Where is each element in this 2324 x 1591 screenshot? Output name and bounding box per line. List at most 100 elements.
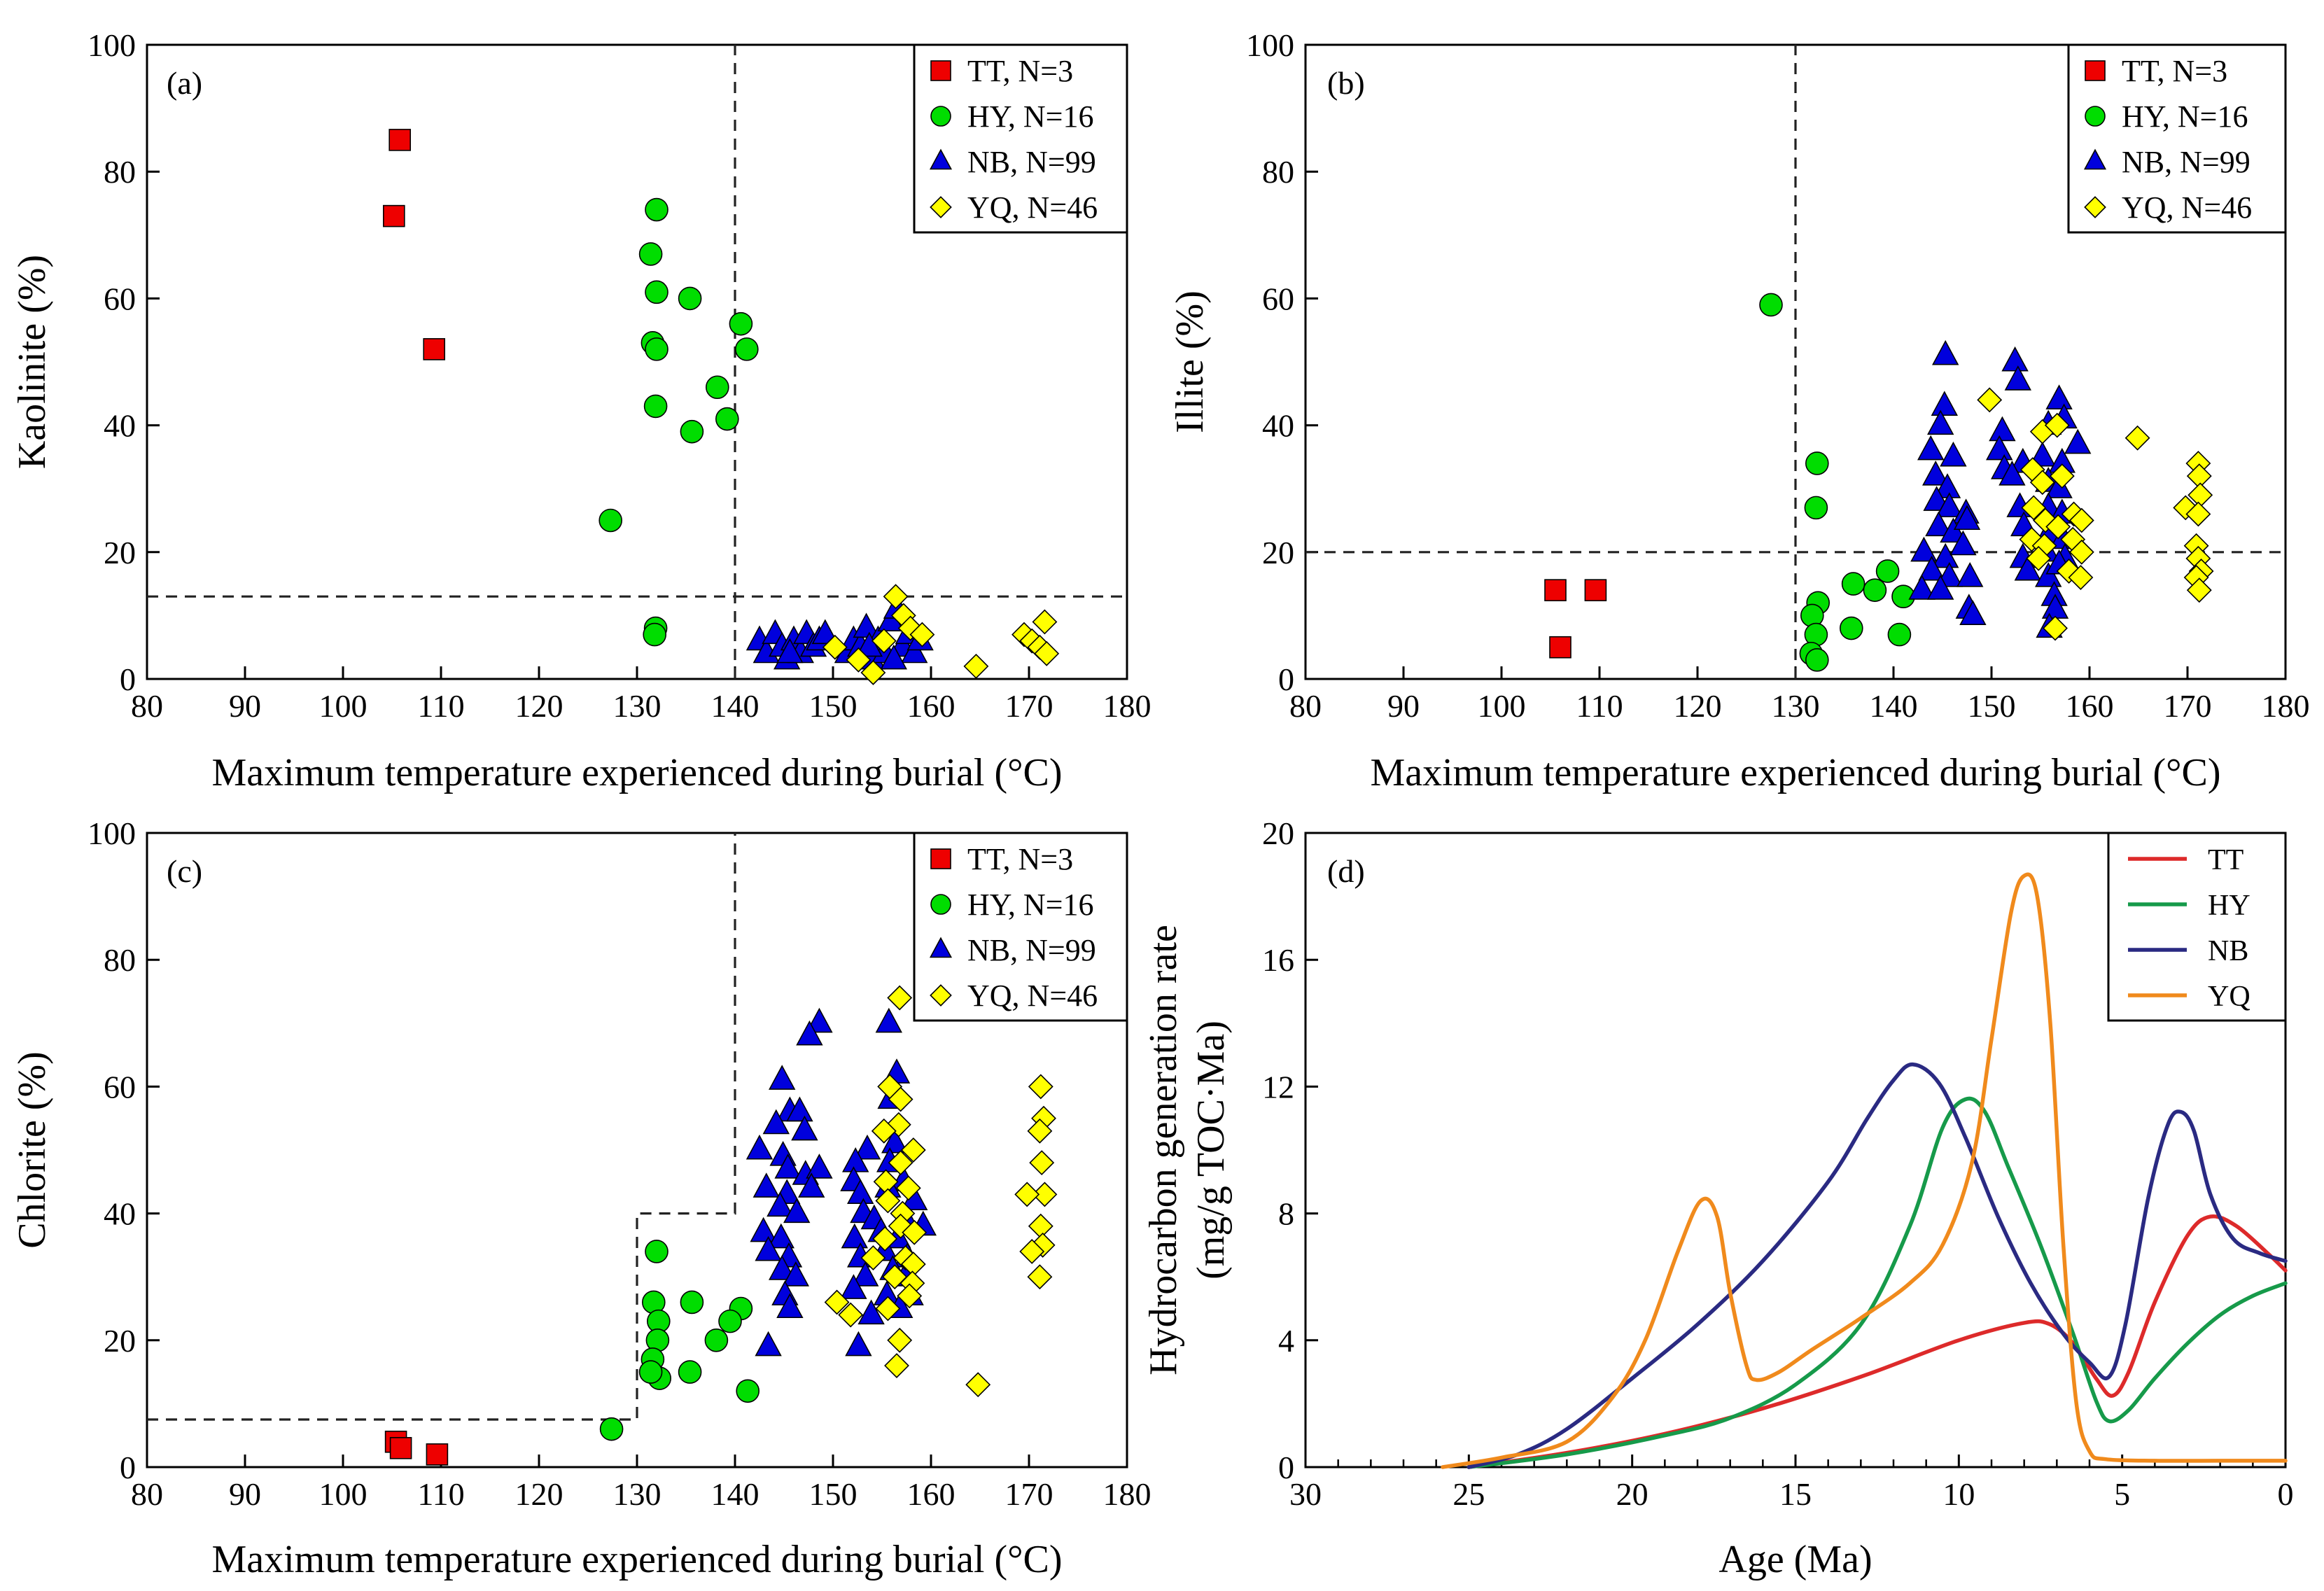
- point-hy: [599, 1417, 624, 1441]
- x-tick-label: 180: [2262, 688, 2310, 724]
- legend-label-nb: NB, N=99: [2122, 145, 2250, 179]
- point-nb: [875, 1007, 902, 1033]
- point-yq: [2021, 495, 2047, 521]
- point-nb: [2064, 428, 2092, 454]
- y-tick-label: 8: [1278, 1196, 1294, 1232]
- legend-label-nb: NB, N=99: [967, 145, 1096, 179]
- axis-ticks: 80 90 100 110 120 130 140 150 160 170 180 0 20 40 60 80…: [1246, 27, 2310, 724]
- point-nb: [847, 1179, 874, 1204]
- reference-lines: [1306, 45, 2286, 679]
- point-nb: [1959, 600, 1987, 625]
- point-yq: [2026, 545, 2052, 571]
- x-tick-label: 15: [1779, 1476, 1812, 1512]
- y-axis-label: Kaolinite (%): [10, 255, 54, 469]
- point-nb: [1917, 435, 1945, 461]
- point-yq: [1019, 1239, 1045, 1264]
- point-nb: [1910, 536, 1938, 562]
- point-hy: [598, 508, 623, 533]
- point-yq: [909, 622, 935, 647]
- x-tick-label: 150: [809, 688, 858, 724]
- y-tick-label: 20: [1262, 535, 1294, 570]
- y-tick-label: 20: [104, 1323, 136, 1359]
- y-tick-label: 80: [104, 942, 136, 978]
- point-hy: [643, 622, 667, 647]
- point-nb: [1953, 505, 1981, 531]
- x-tick-label: 100: [1478, 688, 1526, 724]
- legend-label-hy: HY, N=16: [967, 888, 1093, 922]
- point-nb: [791, 1115, 818, 1141]
- point-hy: [718, 1309, 742, 1333]
- point-tt: [1544, 579, 1567, 601]
- point-yq: [897, 1283, 923, 1309]
- legend-label-yq: YQ, N=46: [967, 979, 1098, 1013]
- x-tick-label: 140: [711, 1476, 760, 1512]
- point-yq: [1027, 1264, 1053, 1290]
- point-nb: [798, 1172, 825, 1198]
- legend-marker-hy: [930, 894, 951, 915]
- point-yq: [2043, 615, 2068, 641]
- point-yq: [871, 1118, 897, 1144]
- point-hy: [1805, 648, 1829, 672]
- legend-label-tt: TT, N=3: [967, 54, 1073, 88]
- legend-label-yq: YQ, N=46: [967, 190, 1098, 225]
- point-hy: [643, 394, 668, 419]
- point-yq: [860, 660, 886, 685]
- point-yq: [883, 584, 909, 610]
- x-tick-label: 130: [1772, 688, 1820, 724]
- point-yq: [2044, 412, 2070, 438]
- legend-label-hy: HY, N=16: [2122, 99, 2248, 134]
- point-yq: [1032, 1182, 1058, 1207]
- x-tick-label: 180: [1103, 688, 1152, 724]
- legend-marker-nb: [929, 937, 953, 958]
- point-nb: [783, 1198, 811, 1224]
- point-hy: [1840, 616, 1863, 640]
- point-nb: [858, 1299, 885, 1325]
- legend-label-hy: HY: [2208, 890, 2250, 922]
- point-nb: [2045, 473, 2073, 498]
- point-hy: [1805, 451, 1829, 475]
- legend-label-nb: NB: [2208, 935, 2248, 967]
- point-hy: [1887, 622, 1912, 647]
- y-axis-label: Chlorite (%): [10, 1051, 54, 1248]
- point-hy: [645, 197, 668, 222]
- point-yq: [888, 1086, 913, 1112]
- point-nb: [769, 1255, 796, 1280]
- point-nb: [2035, 561, 2062, 587]
- point-yq: [888, 1150, 913, 1176]
- y-tick-label: 60: [104, 281, 136, 316]
- legend-label-yq: YQ, N=46: [2122, 190, 2252, 225]
- y-tick-label: 0: [1278, 1450, 1294, 1485]
- y-tick-label: 20: [104, 535, 136, 570]
- point-hy: [678, 1360, 702, 1384]
- point-hy: [645, 1240, 668, 1263]
- point-yq: [2019, 526, 2045, 552]
- series-line-hy: [1466, 1096, 2288, 1469]
- point-tt: [382, 204, 405, 227]
- y-tick-label: 100: [88, 27, 136, 63]
- point-yq: [822, 634, 848, 660]
- point-yq: [846, 647, 872, 673]
- y-tick-label: 60: [1262, 281, 1294, 316]
- point-nb: [774, 1154, 802, 1179]
- x-tick-label: 130: [613, 1476, 662, 1512]
- point-tt: [423, 338, 446, 360]
- x-tick-label: 170: [2164, 688, 2212, 724]
- point-nb: [767, 1223, 794, 1249]
- point-nb: [1932, 542, 1959, 568]
- x-tick-label: 110: [1576, 688, 1623, 724]
- legend-label-yq: YQ: [2208, 981, 2250, 1013]
- point-nb: [755, 1331, 782, 1357]
- point-nb: [1931, 391, 1958, 416]
- y-axis-label-line-1: Hydrocarbon generation rate: [1142, 925, 1185, 1375]
- point-nb: [840, 1274, 867, 1299]
- point-tt: [388, 129, 412, 151]
- y-tick-label: 80: [1262, 154, 1294, 190]
- point-nb: [752, 1172, 780, 1198]
- point-nb: [880, 644, 907, 670]
- point-tt: [389, 1437, 412, 1459]
- x-tick-label: 10: [1942, 1476, 1975, 1512]
- y-tick-label: 40: [104, 1196, 136, 1232]
- point-nb: [762, 1109, 790, 1135]
- point-nb: [1986, 435, 2013, 461]
- point-hy: [678, 286, 702, 311]
